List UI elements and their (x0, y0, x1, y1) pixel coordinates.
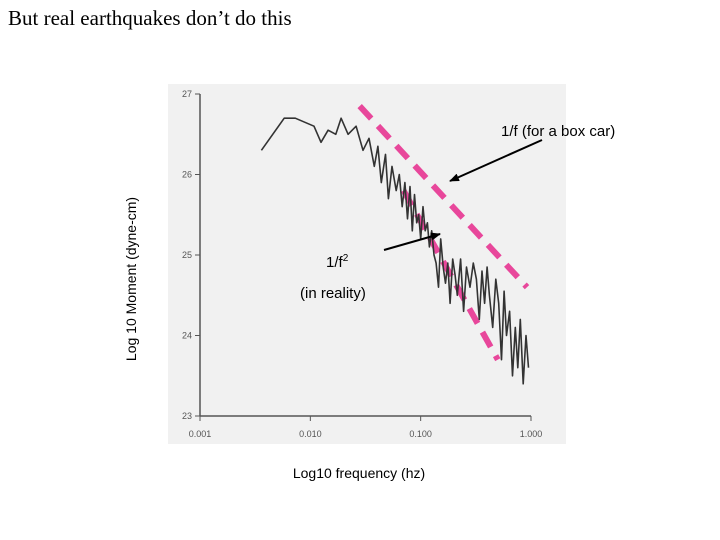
annotation-in-reality: (in reality) (300, 285, 366, 302)
annotation-one-over-f-squared: 1/f2 (326, 253, 348, 271)
spectrum-series-line-0 (260, 117, 530, 385)
x-tick-label-3: 1.000 (520, 429, 543, 439)
arrow-to-box-car-line (449, 139, 543, 182)
x-tick-label-2: 0.100 (409, 429, 432, 439)
overlay-slope-line-0 (357, 104, 530, 290)
y-tick-label-4: 27 (182, 89, 192, 99)
x-axis-label: Log10 frequency (hz) (292, 465, 426, 481)
x-tick-label-1: 0.010 (299, 429, 322, 439)
y-tick-label-0: 23 (182, 411, 192, 421)
annotation-f2-superscript: 2 (342, 253, 349, 264)
y-tick-label-1: 24 (182, 331, 192, 341)
arrow-to-reality-line (383, 232, 441, 251)
y-tick-label-2: 25 (182, 250, 192, 260)
annotation-f2-base: 1/f (326, 254, 343, 271)
slide-title: But real earthquakes don’t do this (8, 6, 292, 30)
annotation-box-car: 1/f (for a box car) (501, 123, 616, 140)
y-tick-label-3: 26 (182, 170, 192, 180)
x-tick-label-0: 0.001 (189, 429, 212, 439)
